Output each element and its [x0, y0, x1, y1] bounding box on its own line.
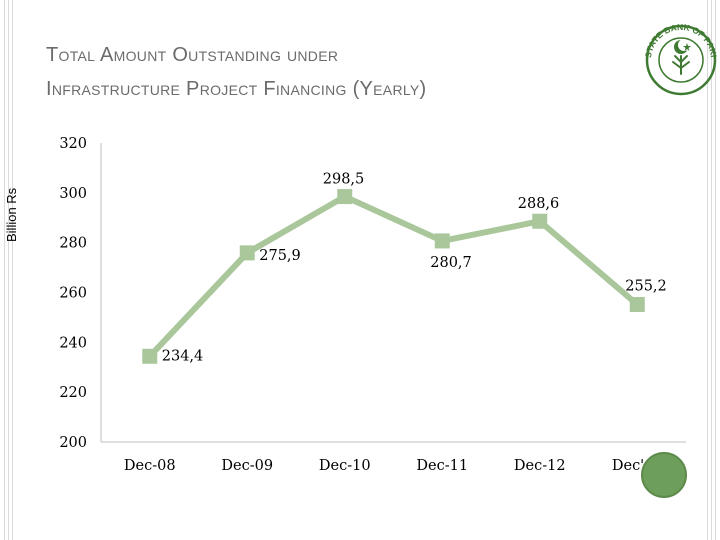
data-label: 298,5	[323, 172, 365, 188]
frame-line	[715, 0, 716, 540]
frame-line	[8, 0, 9, 540]
data-label: 280,7	[430, 255, 472, 271]
slide-title-line-1: Total Amount Outstanding under	[46, 44, 339, 66]
data-label: 275,9	[259, 248, 301, 264]
slide-title-line-2: Infrastructure Project Financing (Yearly…	[46, 78, 427, 100]
x-tick-label: Dec-11	[416, 458, 468, 474]
x-tick-label: Dec-09	[221, 458, 273, 474]
x-tick-label: Dec-08	[124, 458, 176, 474]
data-label: 255,2	[625, 278, 667, 294]
series-line	[147, 193, 640, 359]
y-tick-label: 280	[59, 236, 87, 252]
data-point-marker	[142, 348, 158, 364]
y-tick-label: 320	[59, 136, 87, 152]
slide-title: Total Amount Outstanding under Infrastru…	[46, 38, 606, 106]
data-point-marker	[337, 189, 353, 205]
frame-line	[4, 0, 5, 540]
x-tick-label: Dec-10	[319, 458, 371, 474]
frame-line	[707, 0, 708, 540]
data-point-marker	[629, 296, 645, 312]
data-point-marker	[434, 233, 450, 249]
data-point-marker	[239, 245, 255, 261]
state-bank-logo-icon: STATE BANK OF PAKISTAN	[640, 16, 719, 96]
y-tick-label: 220	[59, 385, 87, 401]
y-tick-label: 300	[59, 186, 87, 202]
data-label: 234,4	[162, 348, 204, 364]
decorative-circle	[641, 452, 687, 498]
y-tick-label: 260	[59, 286, 87, 302]
data-label: 288,6	[518, 196, 560, 212]
y-tick-label: 200	[59, 435, 87, 451]
frame-line	[12, 0, 13, 540]
x-tick-label: Dec-12	[514, 458, 566, 474]
y-tick-label: 240	[59, 335, 87, 351]
frame-line	[711, 0, 712, 540]
data-point-marker	[532, 213, 548, 229]
